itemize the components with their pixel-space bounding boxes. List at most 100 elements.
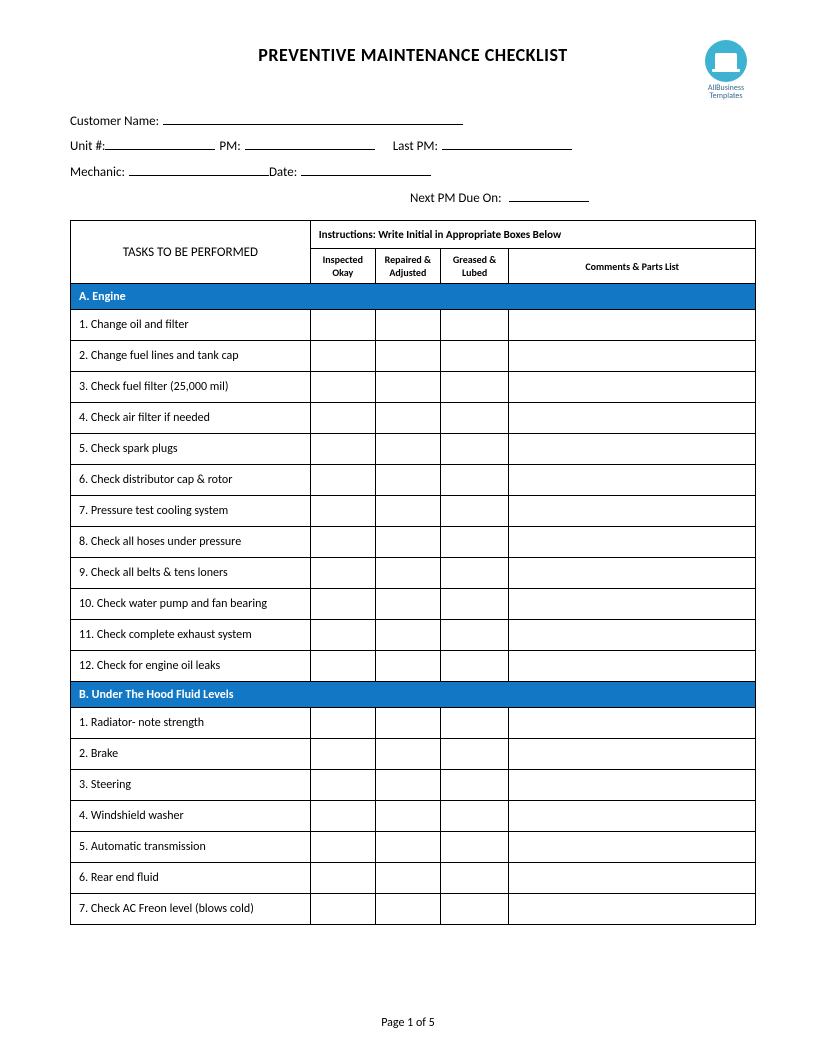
checkbox-cell[interactable] <box>310 558 375 589</box>
checkbox-cell[interactable] <box>310 739 375 770</box>
table-row: 4. Check air filter if needed <box>71 403 756 434</box>
checkbox-cell[interactable] <box>310 651 375 682</box>
checkbox-cell[interactable] <box>310 770 375 801</box>
checkbox-cell[interactable] <box>509 770 756 801</box>
checkbox-cell[interactable] <box>440 310 509 341</box>
checkbox-cell[interactable] <box>440 739 509 770</box>
checkbox-cell[interactable] <box>310 894 375 925</box>
checklist-table: TASKS TO BE PERFORMEDInstructions: Write… <box>70 220 756 925</box>
checkbox-cell[interactable] <box>440 434 509 465</box>
col-comments: Comments & Parts List <box>509 249 756 284</box>
checkbox-cell[interactable] <box>440 403 509 434</box>
checkbox-cell[interactable] <box>509 341 756 372</box>
checkbox-cell[interactable] <box>440 372 509 403</box>
checkbox-cell[interactable] <box>440 496 509 527</box>
checkbox-cell[interactable] <box>440 708 509 739</box>
checkbox-cell[interactable] <box>440 465 509 496</box>
checkbox-cell[interactable] <box>509 558 756 589</box>
checkbox-cell[interactable] <box>509 708 756 739</box>
checkbox-cell[interactable] <box>375 527 440 558</box>
last-pm-label: Last PM: <box>393 135 438 158</box>
checkbox-cell[interactable] <box>375 739 440 770</box>
checkbox-cell[interactable] <box>440 620 509 651</box>
checkbox-cell[interactable] <box>440 770 509 801</box>
checkbox-cell[interactable] <box>509 527 756 558</box>
checkbox-cell[interactable] <box>310 708 375 739</box>
checkbox-cell[interactable] <box>440 651 509 682</box>
last-pm-input[interactable] <box>442 136 572 150</box>
task-label: 7. Pressure test cooling system <box>71 496 311 527</box>
table-row: 10. Check water pump and fan bearing <box>71 589 756 620</box>
checkbox-cell[interactable] <box>440 832 509 863</box>
task-label: 10. Check water pump and fan bearing <box>71 589 311 620</box>
checkbox-cell[interactable] <box>509 372 756 403</box>
table-row: 2. Change fuel lines and tank cap <box>71 341 756 372</box>
checkbox-cell[interactable] <box>509 589 756 620</box>
task-label: 5. Check spark plugs <box>71 434 311 465</box>
form-fields: Customer Name: Unit #: PM: Last PM: Mech… <box>70 110 756 184</box>
checkbox-cell[interactable] <box>375 496 440 527</box>
checkbox-cell[interactable] <box>310 310 375 341</box>
checkbox-cell[interactable] <box>509 403 756 434</box>
checkbox-cell[interactable] <box>440 558 509 589</box>
checkbox-cell[interactable] <box>310 832 375 863</box>
checkbox-cell[interactable] <box>375 558 440 589</box>
checkbox-cell[interactable] <box>509 832 756 863</box>
checkbox-cell[interactable] <box>375 310 440 341</box>
checkbox-cell[interactable] <box>440 863 509 894</box>
checkbox-cell[interactable] <box>509 496 756 527</box>
pm-input[interactable] <box>245 136 375 150</box>
checkbox-cell[interactable] <box>375 894 440 925</box>
checkbox-cell[interactable] <box>509 434 756 465</box>
task-label: 3. Check fuel filter (25,000 mil) <box>71 372 311 403</box>
checkbox-cell[interactable] <box>310 434 375 465</box>
checkbox-cell[interactable] <box>375 708 440 739</box>
checkbox-cell[interactable] <box>310 620 375 651</box>
checkbox-cell[interactable] <box>375 620 440 651</box>
next-pm-input[interactable] <box>509 188 589 202</box>
checkbox-cell[interactable] <box>375 434 440 465</box>
checkbox-cell[interactable] <box>375 863 440 894</box>
checkbox-cell[interactable] <box>509 801 756 832</box>
col-greased: Greased & Lubed <box>440 249 509 284</box>
checkbox-cell[interactable] <box>310 863 375 894</box>
checkbox-cell[interactable] <box>375 403 440 434</box>
checkbox-cell[interactable] <box>310 527 375 558</box>
checkbox-cell[interactable] <box>440 527 509 558</box>
unit-input[interactable] <box>105 136 215 150</box>
checkbox-cell[interactable] <box>375 465 440 496</box>
checkbox-cell[interactable] <box>310 496 375 527</box>
checkbox-cell[interactable] <box>440 589 509 620</box>
checkbox-cell[interactable] <box>375 801 440 832</box>
checkbox-cell[interactable] <box>509 651 756 682</box>
mechanic-input[interactable] <box>129 162 269 176</box>
unit-label: Unit #: <box>70 135 105 158</box>
checkbox-cell[interactable] <box>375 589 440 620</box>
checkbox-cell[interactable] <box>509 894 756 925</box>
table-row: 12. Check for engine oil leaks <box>71 651 756 682</box>
checkbox-cell[interactable] <box>310 403 375 434</box>
customer-input[interactable] <box>163 111 463 125</box>
checkbox-cell[interactable] <box>375 372 440 403</box>
checkbox-cell[interactable] <box>375 770 440 801</box>
task-label: 7. Check AC Freon level (blows cold) <box>71 894 311 925</box>
logo-text-2: Templates <box>696 92 756 100</box>
checkbox-cell[interactable] <box>509 620 756 651</box>
checkbox-cell[interactable] <box>440 894 509 925</box>
checkbox-cell[interactable] <box>509 739 756 770</box>
date-input[interactable] <box>301 162 431 176</box>
checkbox-cell[interactable] <box>310 589 375 620</box>
checkbox-cell[interactable] <box>375 651 440 682</box>
tasks-header: TASKS TO BE PERFORMED <box>71 221 311 284</box>
checkbox-cell[interactable] <box>440 341 509 372</box>
checkbox-cell[interactable] <box>310 341 375 372</box>
checkbox-cell[interactable] <box>310 465 375 496</box>
checkbox-cell[interactable] <box>375 832 440 863</box>
checkbox-cell[interactable] <box>509 465 756 496</box>
checkbox-cell[interactable] <box>310 372 375 403</box>
checkbox-cell[interactable] <box>440 801 509 832</box>
checkbox-cell[interactable] <box>310 801 375 832</box>
checkbox-cell[interactable] <box>509 863 756 894</box>
checkbox-cell[interactable] <box>509 310 756 341</box>
checkbox-cell[interactable] <box>375 341 440 372</box>
